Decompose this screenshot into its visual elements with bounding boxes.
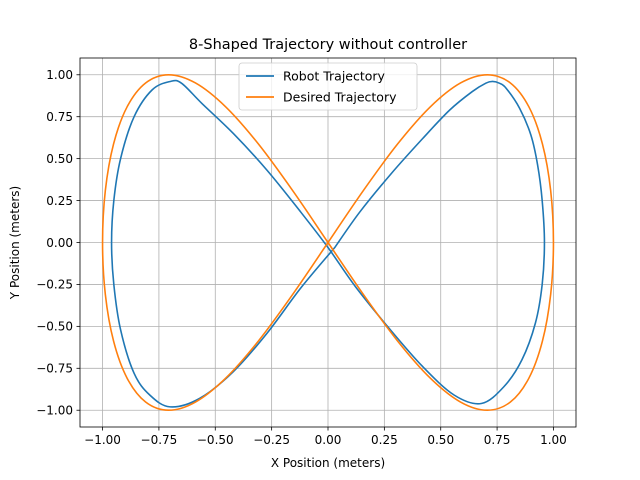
chart-title: 8-Shaped Trajectory without controller bbox=[189, 37, 467, 53]
y-axis-label: Y Position (meters) bbox=[8, 186, 22, 300]
x-axis: −1.00 −0.75 −0.50 −0.25 0.00 0.25 0.50 0.75 1.00 bbox=[84, 427, 567, 447]
x-tick-label: 0.00 bbox=[315, 433, 342, 447]
y-tick-label: −0.25 bbox=[36, 278, 73, 292]
legend-label: Desired Trajectory bbox=[283, 90, 397, 105]
y-tick-label: 1.00 bbox=[46, 68, 73, 82]
y-tick-label: 0.50 bbox=[46, 152, 73, 166]
x-tick-label: 0.25 bbox=[371, 433, 398, 447]
y-tick-label: −0.75 bbox=[36, 362, 73, 376]
x-tick-label: −1.00 bbox=[84, 433, 121, 447]
x-tick-label: 1.00 bbox=[540, 433, 567, 447]
y-tick-label: −1.00 bbox=[36, 404, 73, 418]
x-tick-label: 0.75 bbox=[484, 433, 511, 447]
x-tick-label: −0.25 bbox=[253, 433, 290, 447]
y-tick-label: 0.25 bbox=[46, 194, 73, 208]
legend-box bbox=[238, 62, 418, 111]
x-axis-label: X Position (meters) bbox=[271, 456, 385, 470]
y-axis: −1.00 −0.75 −0.50 −0.25 0.00 0.25 0.50 0.75 1.00 bbox=[36, 68, 80, 418]
y-tick-label: 0.75 bbox=[46, 110, 73, 124]
y-tick-label: −0.50 bbox=[36, 320, 73, 334]
x-tick-label: −0.50 bbox=[197, 433, 234, 447]
y-tick-label: 0.00 bbox=[46, 236, 73, 250]
legend-label: Robot Trajectory bbox=[283, 69, 386, 84]
series-layer bbox=[101, 73, 555, 412]
x-tick-label: 0.50 bbox=[427, 433, 454, 447]
x-tick-label: −0.75 bbox=[141, 433, 178, 447]
legend: Robot Trajectory Desired Trajectory bbox=[238, 62, 418, 111]
series-line-desired-trajectory bbox=[101, 73, 555, 412]
